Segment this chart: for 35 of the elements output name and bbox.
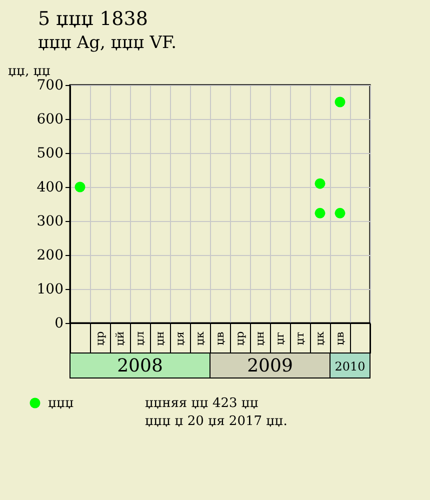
x-tick-label: џк bbox=[314, 331, 326, 346]
y-tick-label: 0 bbox=[54, 316, 64, 332]
point bbox=[314, 208, 326, 218]
text: 2010 bbox=[334, 360, 366, 374]
y-axis-title: џџ, џџ bbox=[8, 64, 51, 79]
legend-label: џџџ bbox=[48, 396, 74, 411]
y-tick-label: 100 bbox=[36, 282, 64, 298]
text: 2008 bbox=[117, 356, 163, 376]
x-tick-label: џр bbox=[94, 331, 106, 346]
chart-title: 5 џџџ 1838 bbox=[38, 8, 148, 30]
point bbox=[334, 96, 346, 108]
y-tick-label: 300 bbox=[36, 214, 64, 230]
x-tick-label: џн bbox=[154, 331, 166, 346]
text: џџџ џ 20 џя 2017 џџ. bbox=[145, 414, 288, 429]
chart-subtitle: џџџ Ag, џџџ VF. bbox=[38, 33, 177, 53]
x-tick-label: џг bbox=[274, 332, 286, 345]
x-tick-label: џк bbox=[194, 331, 206, 346]
y-tick-label: 200 bbox=[36, 248, 64, 264]
y-tick-label: 500 bbox=[36, 146, 64, 162]
x-tick-label: џл bbox=[134, 331, 146, 346]
y-tick-label: 600 bbox=[36, 112, 64, 128]
x-tick-label: џв bbox=[334, 332, 346, 346]
point bbox=[314, 178, 326, 189]
x-tick-label: џн bbox=[254, 331, 266, 346]
x-tick-label: џв bbox=[214, 332, 226, 346]
text: џџняя џџ 423 џџ bbox=[145, 396, 259, 411]
text: 2009 bbox=[247, 356, 293, 376]
point bbox=[74, 182, 86, 192]
x-tick-label: џт bbox=[294, 332, 306, 346]
x-tick-label: џя bbox=[174, 331, 186, 346]
x-tick-label: џй bbox=[114, 331, 126, 346]
x-tick-label: џр bbox=[234, 331, 246, 346]
y-tick-label: 700 bbox=[36, 78, 64, 94]
point bbox=[334, 208, 346, 218]
y-tick-label: 400 bbox=[36, 180, 64, 196]
